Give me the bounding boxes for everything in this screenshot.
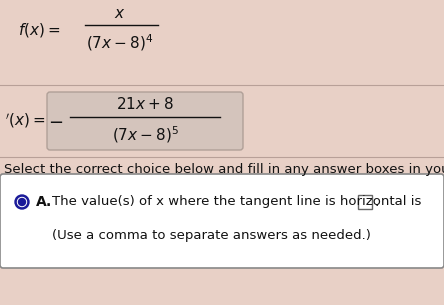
Text: $(7x-8)^4$: $(7x-8)^4$	[86, 33, 154, 53]
Text: $(7x-8)^5$: $(7x-8)^5$	[111, 125, 178, 145]
Circle shape	[15, 195, 29, 209]
Text: .: .	[374, 195, 378, 209]
Text: $21x+8$: $21x+8$	[116, 96, 174, 112]
Circle shape	[19, 199, 25, 206]
Text: $-$: $-$	[48, 112, 63, 130]
Text: $f(x)=$: $f(x)=$	[18, 21, 60, 39]
Text: (Use a comma to separate answers as needed.): (Use a comma to separate answers as need…	[52, 228, 371, 242]
Text: $x$: $x$	[114, 5, 126, 20]
FancyBboxPatch shape	[47, 92, 243, 150]
FancyBboxPatch shape	[0, 174, 444, 268]
Circle shape	[17, 198, 27, 206]
Text: Select the correct choice below and fill in any answer boxes in your c: Select the correct choice below and fill…	[4, 163, 444, 177]
Bar	[358, 195, 372, 209]
Text: A.: A.	[36, 195, 52, 209]
Text: $'(x)=$: $'(x)=$	[5, 112, 46, 130]
Text: The value(s) of x where the tangent line is horizontal is: The value(s) of x where the tangent line…	[52, 196, 421, 209]
